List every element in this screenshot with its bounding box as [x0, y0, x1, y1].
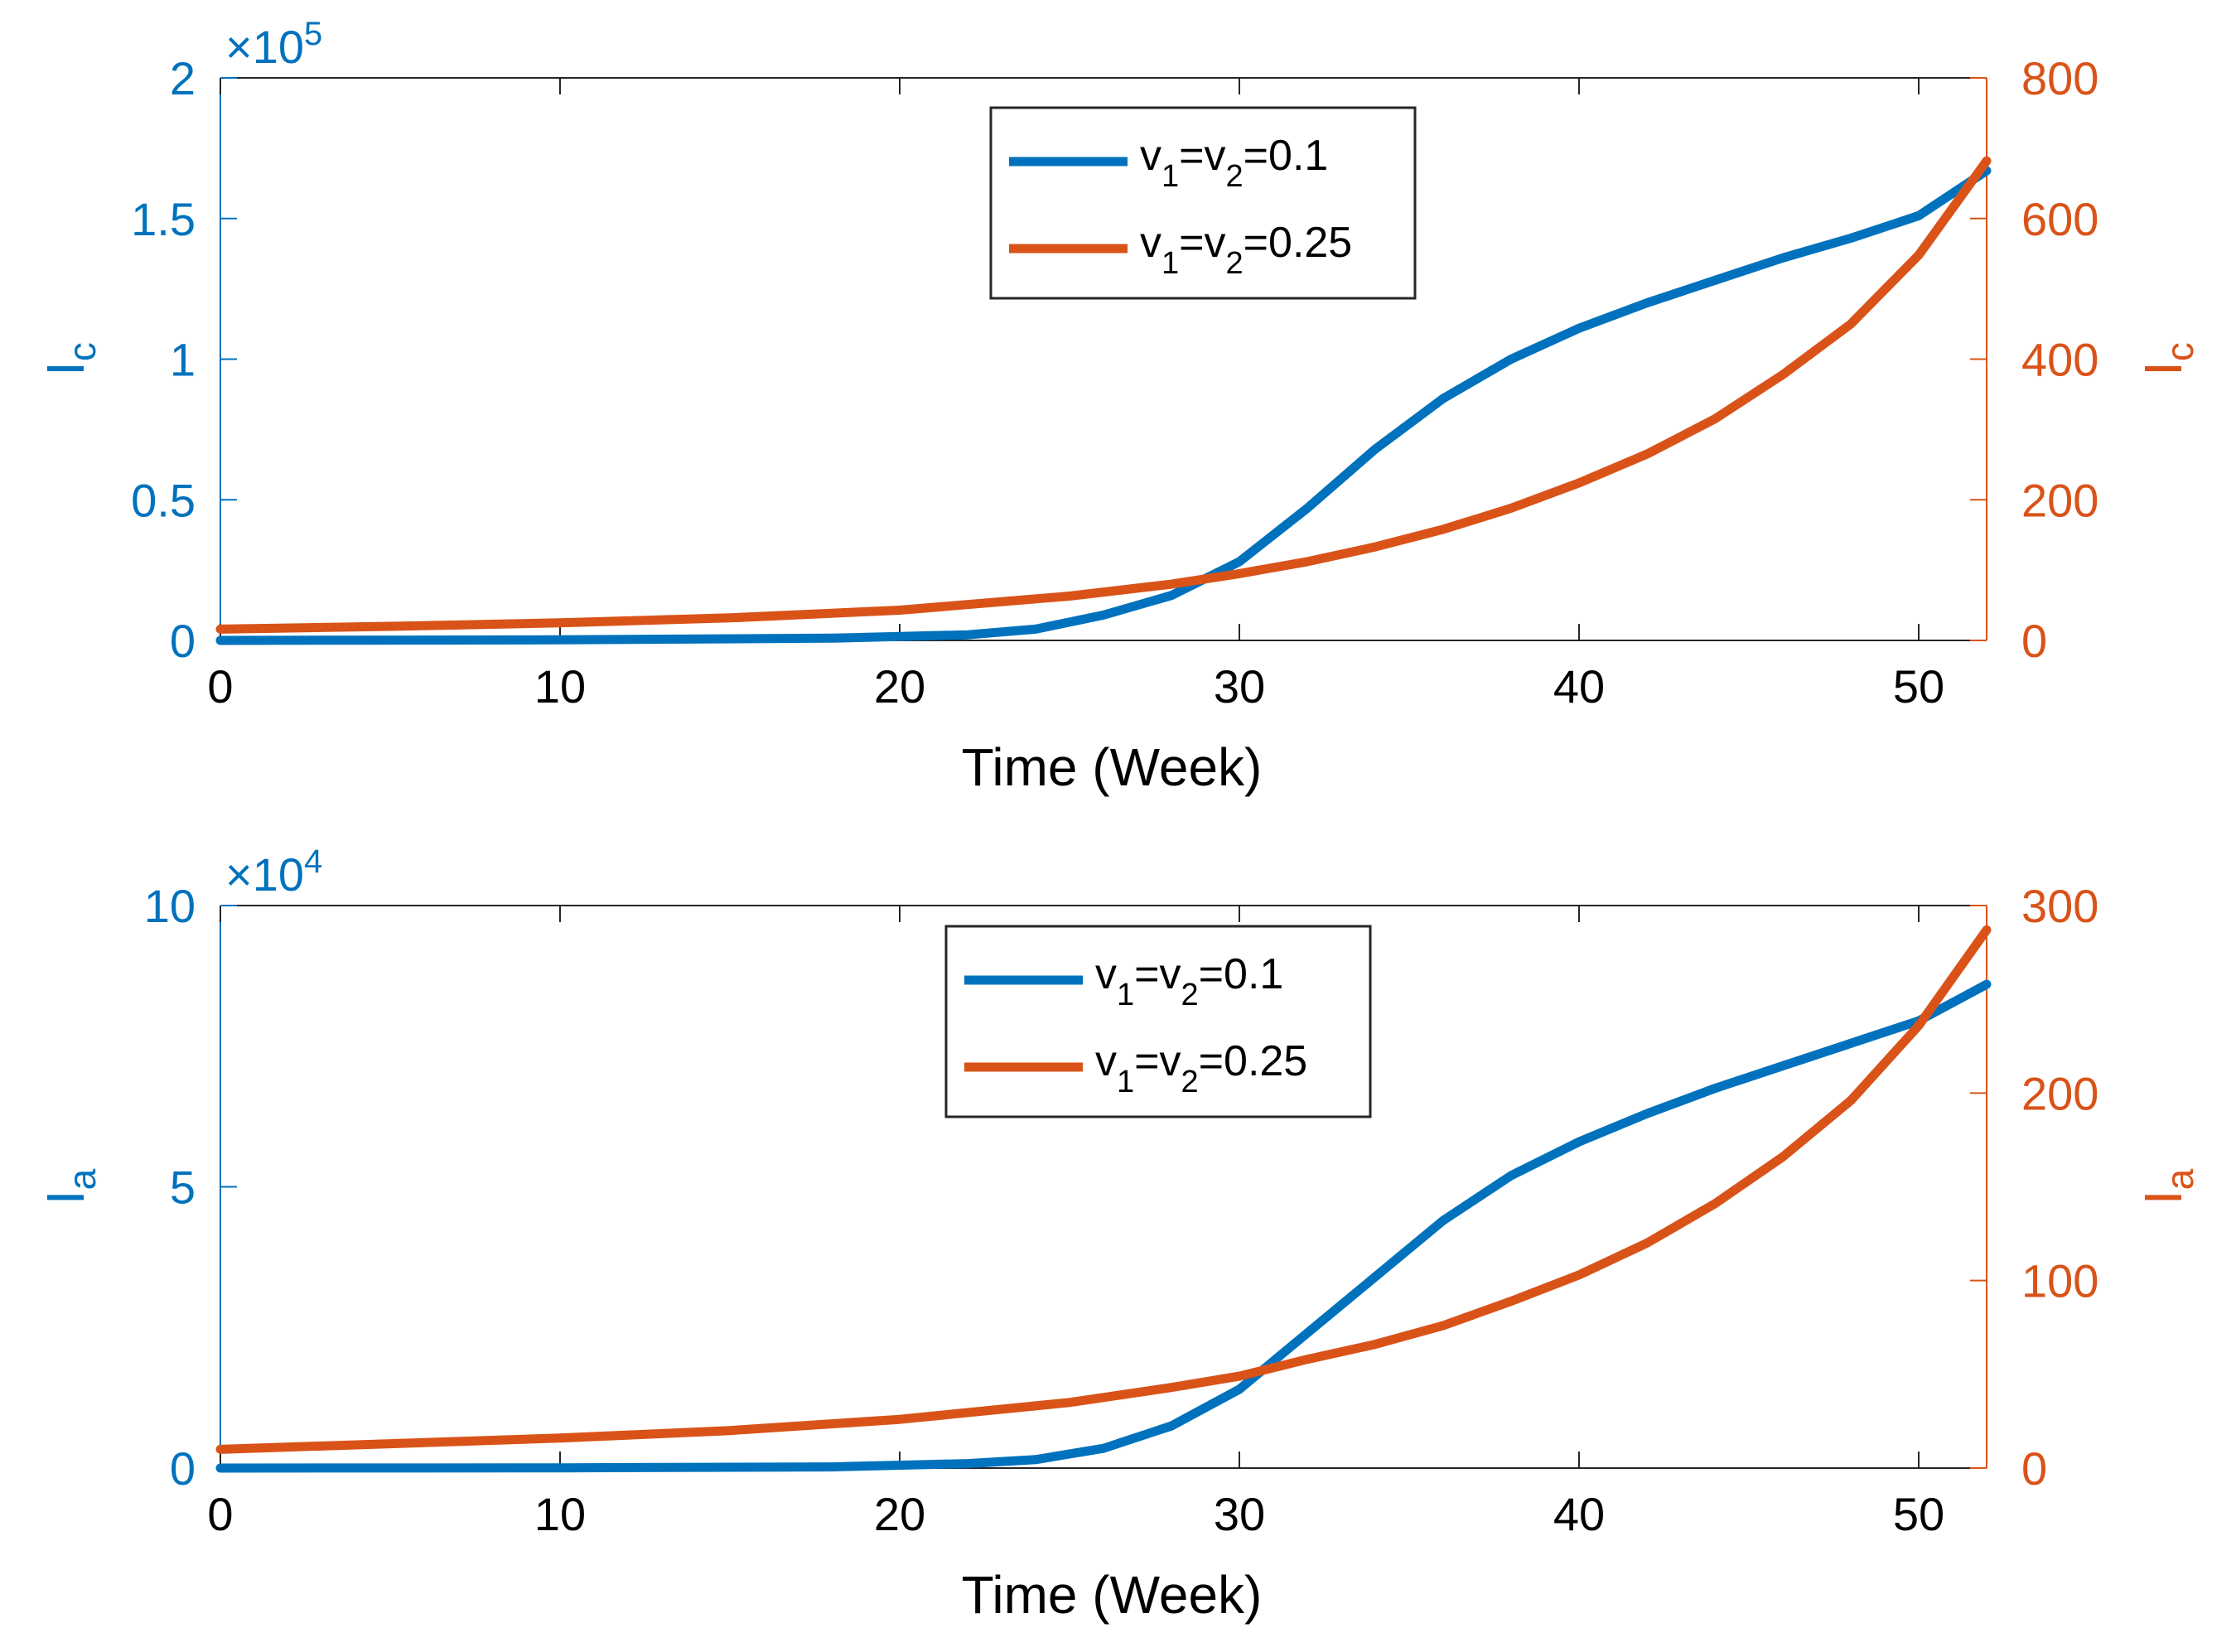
multiplier-exponent: 4: [304, 843, 322, 880]
right-y-label-base: I: [2133, 1190, 2193, 1205]
x-tick-label: 50: [1893, 1488, 1944, 1540]
legend-text-part: 1: [1161, 159, 1179, 194]
legend-text-part: =0.1: [1199, 950, 1284, 998]
legend-text-part: v: [1095, 950, 1117, 998]
series-line-2: [215, 156, 1992, 634]
legend-text-part: 2: [1226, 246, 1244, 281]
right-y-label-base: I: [2133, 361, 2193, 376]
legend-label-2: v1=v2=0.25: [1140, 219, 1352, 281]
legend-text-part: v: [1160, 950, 1181, 998]
left-y-tick-label: 10: [144, 880, 196, 932]
legend-text-part: 2: [1226, 159, 1244, 194]
legend-text-part: =0.1: [1244, 132, 1329, 180]
legend-label-1: v1=v2=0.1: [1095, 950, 1283, 1012]
x-tick-label: 10: [534, 660, 586, 712]
legend-text-part: v: [1140, 132, 1161, 180]
legend-box: [989, 106, 1417, 300]
legend-text-part: v: [1095, 1037, 1117, 1085]
legend-text-part: 2: [1181, 1065, 1199, 1099]
legend-text-part: 2: [1181, 978, 1199, 1012]
multiplier-base: 10: [253, 21, 304, 73]
legend-box: [944, 925, 1372, 1118]
legend-text-part: 1: [1161, 246, 1179, 281]
left-y-tick-label: 1: [170, 334, 196, 386]
legend-label-2: v1=v2=0.25: [1095, 1037, 1307, 1099]
x-axis-label: Time (Week): [962, 1565, 1263, 1625]
legend-text-part: =0.25: [1199, 1037, 1308, 1085]
multiplier-base: 10: [253, 848, 304, 901]
legend-text-part: 1: [1117, 1065, 1134, 1099]
left-y-label-base: I: [36, 1190, 95, 1205]
multiplier-exponent: 5: [304, 16, 322, 52]
left-y-tick-label: 0: [170, 1442, 196, 1495]
left-y-label-base: I: [36, 361, 95, 376]
chart-1: 0 10 20 30 40 5000.511.520200400600800×105IcI…: [36, 16, 2201, 797]
x-tick-label: 30: [1214, 1488, 1265, 1540]
x-tick-label: 30: [1214, 660, 1265, 712]
x-tick-label: 40: [1553, 1488, 1605, 1540]
right-y-tick-label: 200: [2021, 1067, 2098, 1119]
legend-text-part: v: [1205, 132, 1226, 180]
left-y-tick-label: 0: [170, 615, 196, 667]
x-tick-label: 20: [874, 660, 925, 712]
x-tick-label: 0: [207, 1488, 233, 1540]
x-tick-label: 40: [1553, 660, 1605, 712]
left-axis-multiplier: ×105: [225, 16, 322, 73]
x-tick-label: 0: [207, 660, 233, 712]
left-y-tick-label: 5: [170, 1162, 196, 1214]
series-line-1: [215, 979, 1992, 1473]
legend-text-part: =: [1134, 950, 1159, 998]
left-y-label-sub: c: [60, 342, 104, 361]
multiplier-times: ×: [225, 21, 253, 73]
legend-text-part: =0.25: [1244, 219, 1353, 267]
series-line-2: [215, 925, 1992, 1454]
legend-text-part: =: [1179, 219, 1204, 267]
left-axis-multiplier: ×104: [225, 843, 322, 901]
left-y-tick-label: 2: [170, 52, 196, 104]
x-axis-label: Time (Week): [962, 737, 1263, 797]
right-y-tick-label: 100: [2021, 1255, 2098, 1307]
left-y-tick-label: 1.5: [131, 193, 196, 245]
right-y-tick-label: 0: [2021, 615, 2047, 667]
right-y-label-sub: a: [2158, 1168, 2201, 1190]
legend-text-part: =: [1134, 1037, 1159, 1085]
x-tick-label: 50: [1893, 660, 1944, 712]
right-y-tick-label: 600: [2021, 193, 2098, 245]
right-y-tick-label: 0: [2021, 1442, 2047, 1495]
x-tick-label: 20: [874, 1488, 925, 1540]
right-y-axis-label: Ia: [2133, 1168, 2201, 1205]
x-tick-label: 10: [534, 1488, 586, 1540]
right-y-tick-label: 300: [2021, 880, 2098, 932]
legend-text-part: 1: [1117, 978, 1134, 1012]
legend-text-part: =: [1179, 132, 1204, 180]
left-y-axis-label: Ic: [36, 342, 104, 376]
legend-text-part: v: [1205, 219, 1226, 267]
legend-label-1: v1=v2=0.1: [1140, 132, 1328, 194]
right-y-tick-label: 400: [2021, 334, 2098, 386]
right-y-tick-label: 800: [2021, 52, 2098, 104]
left-y-label-sub: a: [60, 1168, 104, 1190]
multiplier-times: ×: [225, 848, 253, 901]
right-y-label-sub: c: [2158, 342, 2201, 361]
right-y-tick-label: 200: [2021, 474, 2098, 526]
left-y-tick-label: 0.5: [131, 474, 196, 526]
left-y-axis-label: Ia: [36, 1168, 104, 1205]
right-y-axis-label: Ic: [2133, 342, 2201, 376]
legend-text-part: v: [1160, 1037, 1181, 1085]
legend-text-part: v: [1140, 219, 1161, 267]
series-line-1: [215, 166, 1992, 645]
